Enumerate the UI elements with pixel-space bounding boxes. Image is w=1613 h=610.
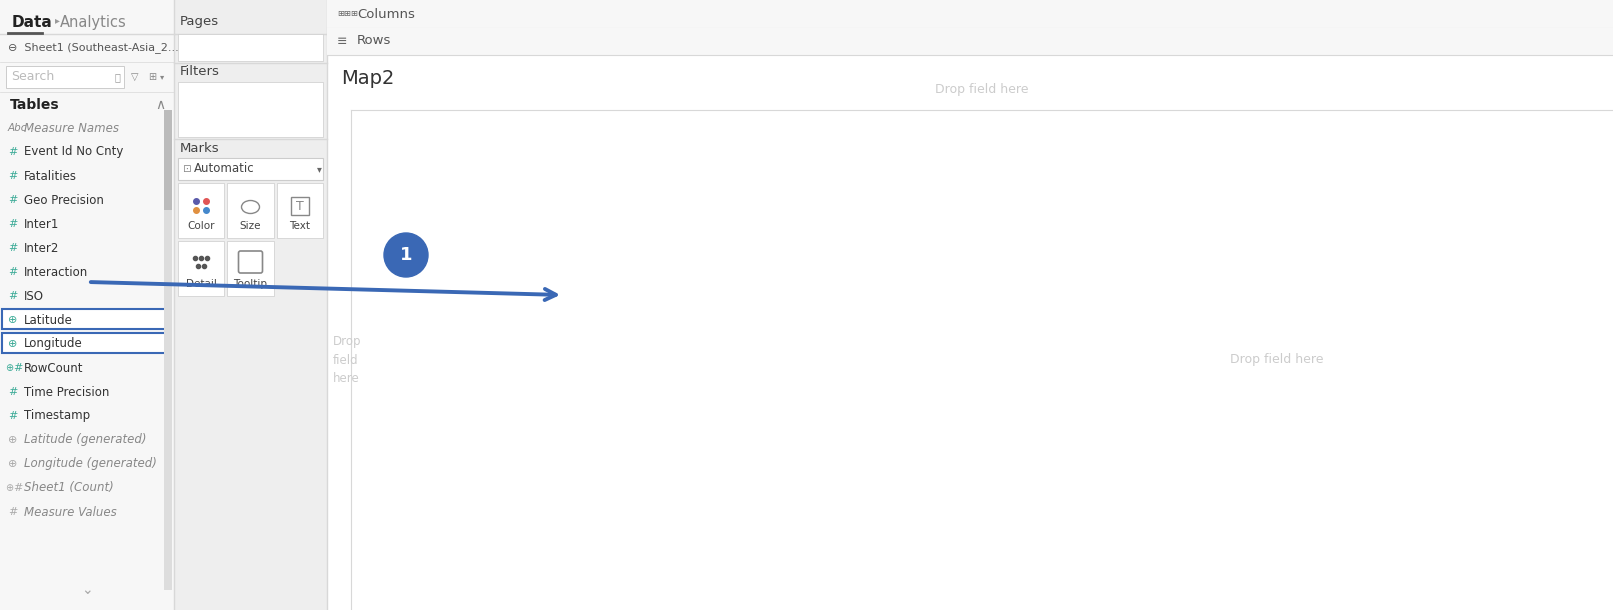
Text: ⊕: ⊕ — [8, 315, 18, 325]
Bar — [177, 34, 323, 61]
Bar — [277, 183, 323, 238]
Text: 🔍: 🔍 — [115, 72, 119, 82]
Text: #: # — [8, 507, 18, 517]
Text: ⊞: ⊞ — [148, 72, 156, 82]
Text: ⊕: ⊕ — [8, 339, 18, 349]
Bar — [290, 197, 308, 215]
Text: Measure Names: Measure Names — [24, 121, 119, 134]
Bar — [177, 183, 224, 238]
Bar — [0, 0, 174, 610]
Text: Inter1: Inter1 — [24, 218, 60, 231]
Text: ⊕: ⊕ — [8, 435, 18, 445]
Bar — [327, 0, 1613, 610]
Text: #: # — [8, 243, 18, 253]
Text: #: # — [8, 147, 18, 157]
Text: ▽: ▽ — [131, 72, 139, 82]
Text: #: # — [8, 267, 18, 277]
Bar — [177, 82, 323, 137]
Bar — [327, 0, 1613, 28]
Bar — [2, 309, 169, 329]
FancyArrowPatch shape — [90, 282, 556, 300]
Text: Longitude (generated): Longitude (generated) — [24, 458, 156, 470]
Text: ISO: ISO — [24, 290, 44, 303]
Text: #: # — [13, 363, 23, 373]
Text: ▾: ▾ — [160, 73, 165, 82]
Text: Data: Data — [11, 15, 53, 30]
Text: RowCount: RowCount — [24, 362, 84, 375]
Text: ⊕: ⊕ — [8, 459, 18, 469]
Text: ⊖  Sheet1 (Southeast-Asia_2...: ⊖ Sheet1 (Southeast-Asia_2... — [8, 42, 179, 53]
Bar — [2, 333, 169, 353]
Text: Geo Precision: Geo Precision — [24, 193, 103, 207]
Text: ⊡: ⊡ — [182, 164, 190, 174]
Text: Tables: Tables — [10, 98, 60, 112]
Text: #: # — [8, 195, 18, 205]
Text: ▸: ▸ — [55, 15, 60, 25]
Text: #: # — [8, 387, 18, 397]
Text: Marks: Marks — [181, 142, 219, 155]
Text: #: # — [8, 171, 18, 181]
Bar — [177, 158, 323, 180]
Text: Fatalities: Fatalities — [24, 170, 77, 182]
Text: Drop field here: Drop field here — [1229, 354, 1323, 367]
Text: Longitude: Longitude — [24, 337, 82, 351]
Text: Latitude (generated): Latitude (generated) — [24, 434, 147, 447]
Bar — [327, 28, 1613, 55]
Text: Size: Size — [240, 221, 261, 231]
Text: ⊕: ⊕ — [5, 363, 13, 373]
Text: Search: Search — [11, 71, 55, 84]
Text: ⊞⊞⊞: ⊞⊞⊞ — [337, 10, 358, 18]
Text: Map2: Map2 — [340, 69, 394, 88]
Text: Time Precision: Time Precision — [24, 386, 110, 398]
Circle shape — [384, 233, 427, 277]
Text: Event Id No Cnty: Event Id No Cnty — [24, 146, 123, 159]
Text: Filters: Filters — [181, 65, 219, 78]
Text: Drop field here: Drop field here — [936, 84, 1029, 96]
Text: Inter2: Inter2 — [24, 242, 60, 254]
Bar — [165, 110, 173, 210]
Bar — [227, 183, 274, 238]
Text: ≡: ≡ — [337, 35, 347, 48]
Text: Automatic: Automatic — [194, 162, 255, 176]
Bar — [227, 241, 274, 296]
Text: T: T — [295, 199, 303, 212]
Text: Color: Color — [187, 221, 215, 231]
Text: Text: Text — [289, 221, 310, 231]
Text: Analytics: Analytics — [60, 15, 127, 30]
Bar — [174, 0, 327, 610]
Text: Measure Values: Measure Values — [24, 506, 116, 518]
Bar — [177, 241, 224, 296]
Text: 1: 1 — [400, 246, 413, 264]
Text: Rows: Rows — [356, 35, 392, 48]
Text: ▾: ▾ — [318, 164, 323, 174]
Text: Abc: Abc — [8, 123, 27, 133]
Text: ∧: ∧ — [155, 98, 165, 112]
Text: ⊕: ⊕ — [5, 483, 13, 493]
Text: Timestamp: Timestamp — [24, 409, 90, 423]
Text: Latitude: Latitude — [24, 314, 73, 326]
Text: Drop
field
here: Drop field here — [332, 336, 361, 384]
Text: Interaction: Interaction — [24, 265, 89, 279]
Text: Pages: Pages — [181, 15, 219, 28]
Text: ⌄: ⌄ — [81, 583, 94, 597]
Text: Tooltip: Tooltip — [234, 279, 268, 289]
Text: #: # — [13, 483, 23, 493]
Text: #: # — [8, 291, 18, 301]
Text: Columns: Columns — [356, 7, 415, 21]
Text: #: # — [8, 411, 18, 421]
Text: Sheet1 (Count): Sheet1 (Count) — [24, 481, 115, 495]
Bar — [6, 66, 124, 88]
Text: #: # — [8, 219, 18, 229]
Bar — [165, 110, 173, 590]
Text: Detail: Detail — [185, 279, 216, 289]
